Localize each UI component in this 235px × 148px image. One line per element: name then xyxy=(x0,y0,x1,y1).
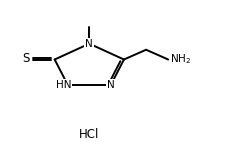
Text: N: N xyxy=(107,80,115,90)
Text: NH$_2$: NH$_2$ xyxy=(170,52,191,66)
Text: S: S xyxy=(23,52,30,65)
Text: HCl: HCl xyxy=(79,128,99,141)
Text: HN: HN xyxy=(56,80,71,90)
Text: N: N xyxy=(86,39,93,49)
